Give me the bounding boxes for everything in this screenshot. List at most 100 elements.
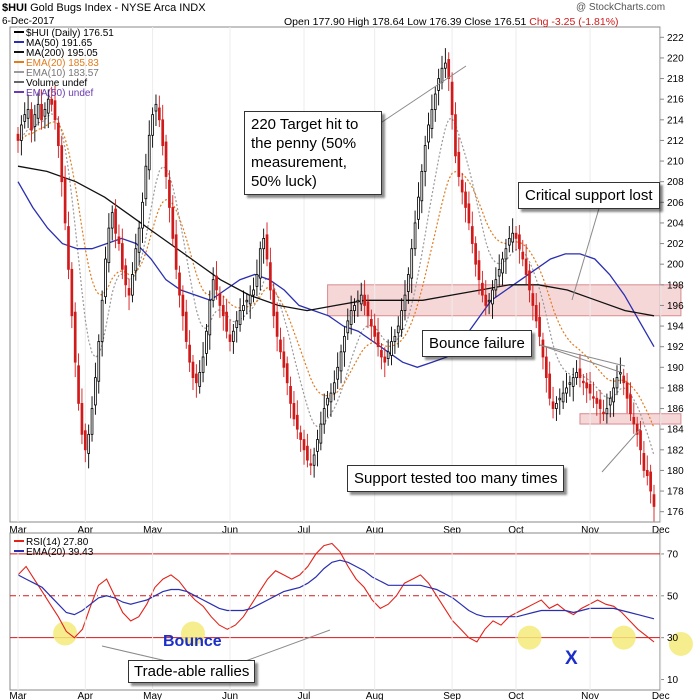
candle-body <box>104 258 107 298</box>
candle-body <box>322 408 326 425</box>
candle-body <box>110 212 114 229</box>
rsi-month-label: Jul <box>298 691 311 700</box>
candle-body <box>484 294 488 306</box>
price-axis-ticks: 176 178 180 182 184 186 188 190 192 194 196 198 200 2… <box>660 33 684 518</box>
candle-body <box>487 299 491 303</box>
candle-body <box>649 471 652 492</box>
price-tick-label: 188 <box>667 383 684 394</box>
candle-body <box>380 349 383 358</box>
candle-body <box>625 382 629 399</box>
price-tick-label: 186 <box>667 404 684 415</box>
candle-body <box>356 299 360 303</box>
candle-body <box>612 387 615 403</box>
month-label: Apr <box>78 525 94 536</box>
legend-rsi-ema: EMA(20) 39.43 <box>26 547 94 558</box>
candle-body <box>460 179 464 193</box>
candle-body <box>346 320 350 334</box>
candle-body <box>289 385 292 404</box>
candle-body <box>561 392 565 403</box>
candle-body <box>151 114 154 136</box>
candle-body <box>430 109 434 129</box>
price-legend: $HUI (Daily) 176.51 MA(50) 191.65 MA(200… <box>14 29 114 99</box>
candle-body <box>178 272 181 296</box>
candle-body <box>221 305 225 317</box>
oversold-highlight <box>668 631 693 656</box>
legend-swatch <box>14 90 24 93</box>
close-value: Close 176.51 <box>464 16 527 28</box>
candle-body <box>501 258 504 274</box>
month-label: Nov <box>581 525 599 536</box>
candle-body <box>282 351 286 368</box>
candle-body <box>90 408 94 435</box>
candle-body <box>477 260 481 281</box>
candle-body <box>332 382 336 394</box>
rsi-axis-ticks: 10 30 50 70 <box>660 549 679 686</box>
candle-body <box>400 310 403 331</box>
candle-body <box>403 294 407 311</box>
rsi-panel-border <box>9 532 661 691</box>
price-tick-label: 216 <box>667 95 684 106</box>
candle-body <box>538 316 541 337</box>
legend-swatch <box>14 80 24 83</box>
candle-body <box>363 294 366 306</box>
candle-body <box>117 236 121 244</box>
candle-body <box>30 109 33 131</box>
moving-average-lines <box>17 113 655 456</box>
candle-body <box>481 282 484 296</box>
candle-body <box>124 265 128 286</box>
change-value: Chg -3.25 (-1.81%) <box>529 16 619 28</box>
price-tick-label: 178 <box>667 487 684 498</box>
candle-body <box>602 411 605 415</box>
candle-body <box>33 114 37 127</box>
candle-body <box>26 109 30 119</box>
candle-body <box>275 311 279 337</box>
open-value: Open 177.90 <box>284 16 345 28</box>
oversold-highlight <box>517 625 542 650</box>
rsi-month-label: Jun <box>222 691 238 700</box>
candle-body <box>195 373 198 384</box>
candle-body <box>551 401 555 409</box>
candle-body <box>46 98 50 114</box>
candle-body <box>497 268 501 277</box>
candle-body <box>265 234 269 260</box>
candle-body <box>427 124 430 143</box>
price-tick-label: 198 <box>667 280 684 291</box>
candle-body <box>407 274 410 292</box>
ema20-line <box>17 121 655 429</box>
candle-body <box>43 109 47 117</box>
candle-body <box>36 103 40 119</box>
rsi-lines <box>10 542 693 656</box>
candle-body <box>464 191 467 208</box>
candle-body <box>531 293 535 306</box>
legend-swatch <box>14 30 24 33</box>
candle-body <box>40 103 43 121</box>
candle-body <box>447 59 451 79</box>
chart-date: 6-Dec-2017 <box>2 16 55 27</box>
price-tick-label: 176 <box>667 507 684 518</box>
candle-body <box>295 414 299 430</box>
legend-rsi: RSI(14) 27.80 <box>26 537 89 548</box>
candle-body <box>292 403 296 420</box>
legend-swatch <box>14 539 24 542</box>
price-tick-label: 200 <box>667 260 684 271</box>
candle-body <box>57 123 60 146</box>
candle-body <box>349 310 353 325</box>
annotation-pointer <box>539 344 626 367</box>
candle-body <box>390 341 393 356</box>
candle-body <box>309 463 313 466</box>
candle-body <box>269 262 272 291</box>
candle-body <box>255 274 259 287</box>
price-tick-label: 222 <box>667 33 684 44</box>
candle-body <box>383 356 387 363</box>
candle-body <box>302 439 306 451</box>
candle-body <box>467 203 471 224</box>
candle-body <box>413 222 417 250</box>
candle-body <box>629 394 632 415</box>
candle-body <box>558 397 562 401</box>
price-panel-frame <box>9 26 661 523</box>
candle-body <box>420 170 424 202</box>
candle-body <box>235 320 239 329</box>
candle-body <box>23 114 27 122</box>
candle-body <box>444 62 447 69</box>
candle-body <box>141 201 144 229</box>
